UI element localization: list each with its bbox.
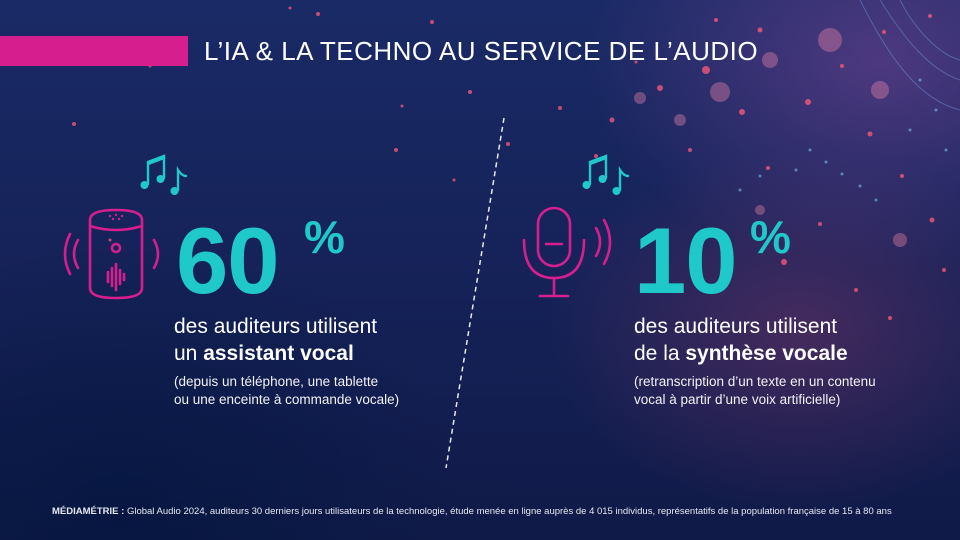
stat-note-line2: ou une enceinte à commande vocale) bbox=[174, 392, 400, 407]
stat-description-prefix: de la bbox=[634, 342, 686, 365]
source-footnote: MÉDIAMÉTRIE : Global Audio 2024, auditeu… bbox=[52, 506, 892, 518]
stat-description-line2: de la synthèse vocale bbox=[634, 341, 848, 367]
stat-value: 60 bbox=[176, 208, 280, 313]
music-notes-icon bbox=[582, 154, 630, 195]
stat-description-line1: des auditeurs utilisent bbox=[174, 315, 378, 338]
stat-unit: % bbox=[304, 211, 345, 263]
source-text: Global Audio 2024, auditeurs 30 derniers… bbox=[124, 506, 892, 517]
stat-unit: % bbox=[750, 211, 791, 263]
stat-note-line1: (depuis un téléphone, une tablette bbox=[174, 374, 379, 389]
music-notes-icon bbox=[140, 154, 188, 195]
stat-description-line1: des auditeurs utilisent bbox=[634, 315, 838, 338]
source-label: MÉDIAMÉTRIE : bbox=[52, 506, 125, 517]
page-title: L’IA & LA TECHNO AU SERVICE DE L’AUDIO bbox=[204, 36, 759, 66]
stat-note-line2: vocal à partir d’une voix artificielle) bbox=[634, 392, 841, 407]
stat-note-line1: (retranscription d’un texte en un conten… bbox=[634, 374, 876, 389]
stat-value: 10 bbox=[634, 208, 738, 313]
stat-description-emphasis: synthèse vocale bbox=[685, 342, 848, 365]
stat-description-line2: un assistant vocal bbox=[174, 341, 354, 367]
microphone-icon bbox=[522, 206, 612, 298]
title-accent-bar bbox=[0, 36, 188, 66]
stat-description-prefix: un bbox=[174, 342, 204, 365]
smart-speaker-icon bbox=[63, 208, 160, 300]
stat-description-emphasis: assistant vocal bbox=[203, 342, 354, 365]
